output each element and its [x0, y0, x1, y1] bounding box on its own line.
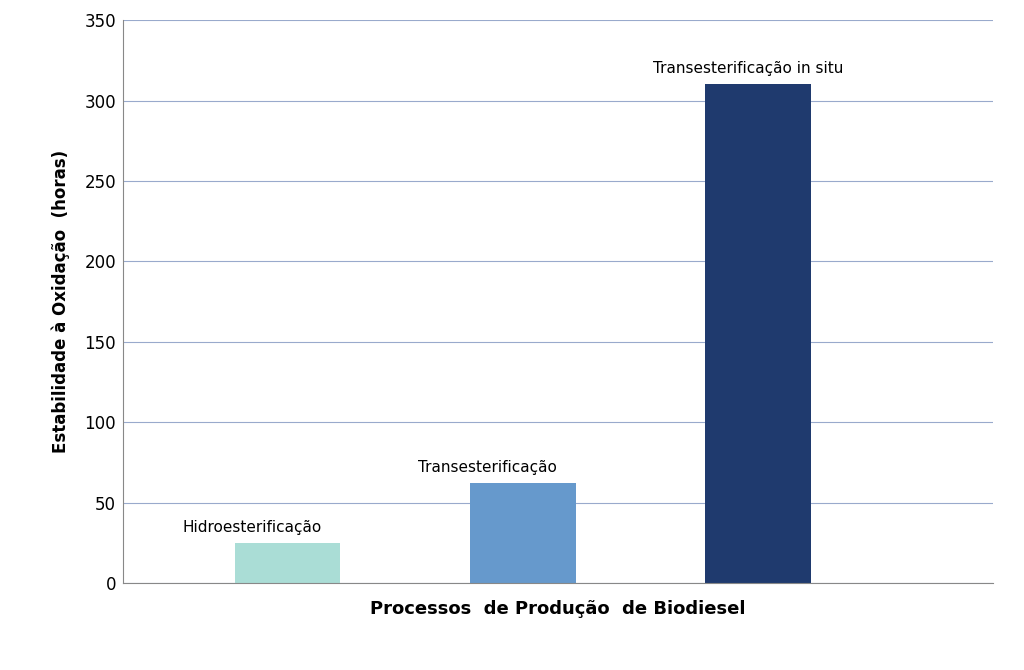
Y-axis label: Estabilidade à Oxidação  (horas): Estabilidade à Oxidação (horas)	[52, 150, 71, 453]
Bar	[470, 483, 575, 583]
Bar	[234, 543, 340, 583]
Text: Transesterificação in situ: Transesterificação in situ	[653, 62, 844, 76]
Text: Hidroesterificação: Hidroesterificação	[183, 520, 323, 535]
Bar	[706, 84, 811, 583]
X-axis label: Processos  de Produção  de Biodiesel: Processos de Produção de Biodiesel	[371, 600, 745, 618]
Text: Transesterificação: Transesterificação	[418, 460, 557, 475]
